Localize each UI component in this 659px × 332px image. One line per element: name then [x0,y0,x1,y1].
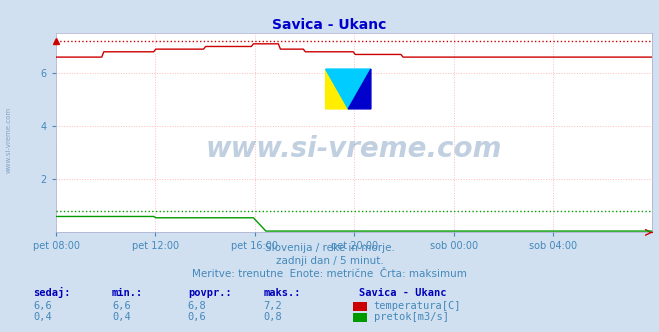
Text: zadnji dan / 5 minut.: zadnji dan / 5 minut. [275,256,384,266]
Text: sedaj:: sedaj: [33,287,71,298]
Text: pretok[m3/s]: pretok[m3/s] [374,312,449,322]
Text: www.si-vreme.com: www.si-vreme.com [206,135,502,163]
Text: Slovenija / reke in morje.: Slovenija / reke in morje. [264,243,395,253]
Text: min.:: min.: [112,288,143,298]
Text: temperatura[C]: temperatura[C] [374,301,461,311]
Text: 7,2: 7,2 [264,301,282,311]
Text: 0,4: 0,4 [112,312,130,322]
Text: Savica - Ukanc: Savica - Ukanc [272,18,387,32]
Text: Meritve: trenutne  Enote: metrične  Črta: maksimum: Meritve: trenutne Enote: metrične Črta: … [192,269,467,279]
Text: maks.:: maks.: [264,288,301,298]
Text: 0,4: 0,4 [33,312,51,322]
Text: 6,8: 6,8 [188,301,206,311]
Polygon shape [326,69,348,109]
Text: 6,6: 6,6 [112,301,130,311]
Text: povpr.:: povpr.: [188,288,231,298]
Text: www.si-vreme.com: www.si-vreme.com [5,106,12,173]
Polygon shape [348,69,371,109]
Text: Savica - Ukanc: Savica - Ukanc [359,288,447,298]
Text: 0,6: 0,6 [188,312,206,322]
Text: 6,6: 6,6 [33,301,51,311]
Text: 0,8: 0,8 [264,312,282,322]
Polygon shape [326,69,371,109]
